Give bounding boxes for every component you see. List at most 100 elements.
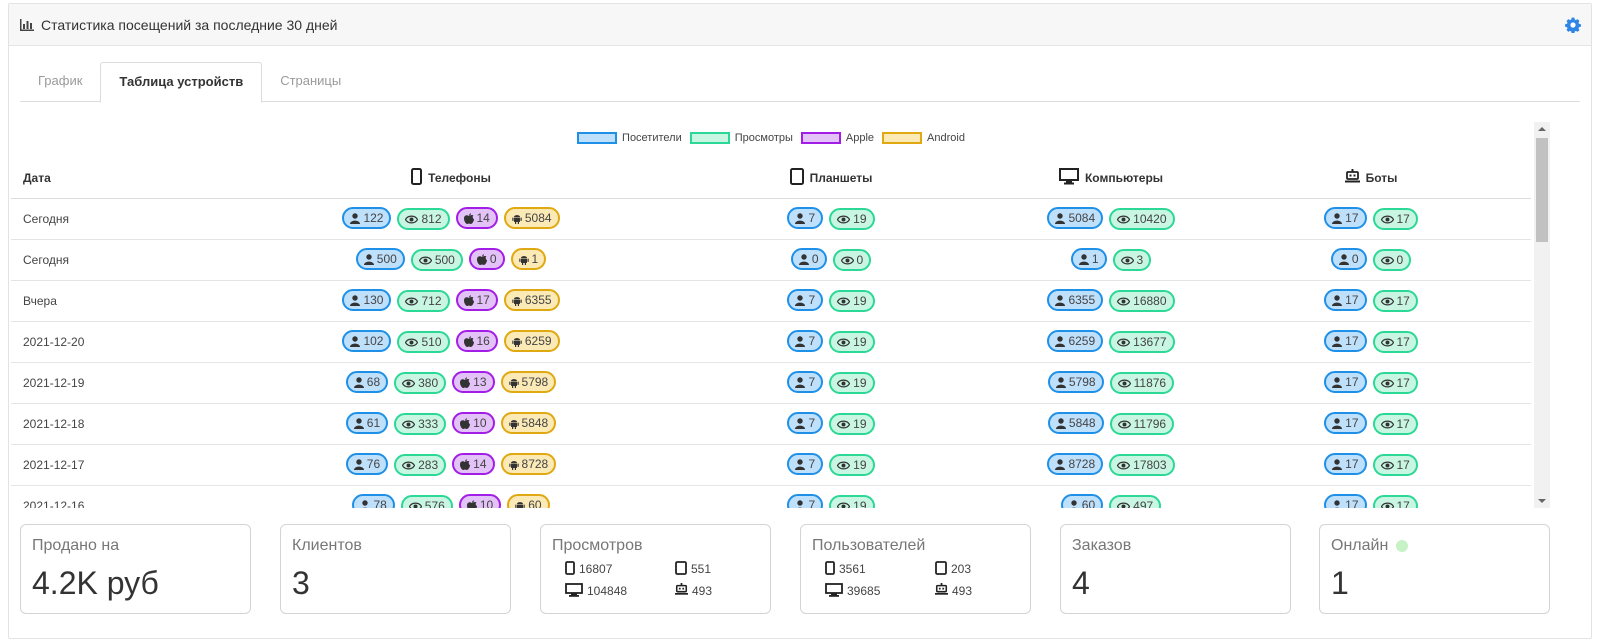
- android-icon: [512, 336, 522, 347]
- user-icon: [1332, 376, 1343, 388]
- badge-apple: 0: [468, 248, 505, 270]
- badge-value: 17: [1396, 417, 1410, 431]
- eye-icon: [837, 338, 851, 347]
- user-icon: [353, 458, 364, 470]
- badge-value: 17: [1345, 457, 1359, 471]
- eye-icon: [837, 502, 851, 508]
- android-icon: [508, 377, 519, 388]
- legend-item-views[interactable]: Просмотры: [689, 132, 793, 144]
- card-sold: Продано на 4.2K руб: [20, 524, 251, 614]
- table-row: 2021-12-20 102 510 16 6259 7 19 6259 13677 17 17: [11, 321, 1531, 363]
- gear-icon[interactable]: [1565, 17, 1581, 38]
- badge-value: 17: [1345, 211, 1359, 225]
- badge-value: 576: [424, 499, 445, 508]
- badge-views: 510: [397, 331, 450, 353]
- badge-views: 19: [829, 495, 875, 508]
- badge-views: 11796: [1109, 413, 1175, 435]
- badge-value: 17: [1345, 416, 1359, 430]
- eye-icon: [405, 215, 419, 224]
- badge-visitors: 7: [787, 330, 824, 352]
- badge-value: 130: [363, 293, 384, 307]
- badge-views: 3: [1112, 249, 1152, 271]
- card-value: 1: [1331, 565, 1349, 601]
- badge-visitors: 60: [1060, 494, 1104, 508]
- card-bots-value: 493: [692, 584, 713, 598]
- legend-item-android[interactable]: Android: [882, 132, 965, 144]
- user-icon: [1332, 417, 1343, 429]
- row-date: 2021-12-17: [11, 444, 251, 486]
- phone-icon: [565, 560, 575, 578]
- badge-visitors: 8728: [1047, 453, 1104, 475]
- badge-views: 712: [397, 290, 450, 312]
- user-icon: [353, 417, 364, 429]
- badge-value: 10: [479, 498, 494, 508]
- apple-icon: [466, 499, 477, 508]
- scroll-down-arrow-icon[interactable]: [1538, 499, 1546, 503]
- badge-android: 5848: [500, 412, 557, 434]
- badge-views: 19: [829, 290, 875, 312]
- cell-bots: 17 17: [1211, 280, 1531, 322]
- eye-icon: [1380, 420, 1394, 429]
- badge-views: 17: [1372, 331, 1418, 353]
- eye-icon: [1117, 420, 1131, 429]
- eye-icon: [402, 461, 416, 470]
- badge-value: 3: [1136, 253, 1144, 267]
- card-device-grid: 3561 203 39685 493: [825, 559, 1015, 601]
- user-icon: [350, 335, 361, 347]
- robot-icon: [1344, 168, 1360, 187]
- apple-icon: [463, 335, 474, 347]
- card-title-label: Онлайн: [1331, 537, 1389, 554]
- desktop-icon: [1058, 167, 1079, 188]
- badge-visitors: 17: [1324, 412, 1367, 434]
- badge-apple: 10: [458, 494, 502, 508]
- badge-value: 16880: [1133, 294, 1167, 308]
- cell-computers: 6355 16880: [1011, 280, 1211, 322]
- legend-item-visitors[interactable]: Посетители: [577, 132, 682, 144]
- eye-icon: [837, 420, 851, 429]
- badge-value: 14: [476, 211, 490, 225]
- badge-visitors: 102: [342, 330, 392, 352]
- badge-views: 812: [397, 208, 450, 230]
- badge-views: 283: [394, 454, 447, 476]
- col-header-bots: Боты: [1211, 158, 1531, 199]
- eye-icon: [405, 338, 419, 347]
- badge-android: 60: [507, 494, 550, 508]
- eye-icon: [402, 379, 416, 388]
- user-icon: [363, 253, 374, 265]
- legend-item-apple[interactable]: Apple: [800, 132, 875, 144]
- badge-value: 5084: [524, 211, 552, 225]
- tab-pages[interactable]: Страницы: [280, 73, 342, 88]
- badge-views: 17: [1372, 413, 1418, 435]
- badge-views: 19: [829, 413, 875, 435]
- badge-value: 17: [1396, 294, 1410, 308]
- badge-value: 5798: [1068, 375, 1096, 389]
- user-icon: [795, 417, 806, 429]
- legend-label: Apple: [845, 132, 875, 144]
- scroll-thumb[interactable]: [1536, 138, 1548, 242]
- eye-icon: [1380, 502, 1394, 508]
- user-icon: [350, 212, 361, 224]
- tab-chart[interactable]: График: [38, 73, 83, 88]
- badge-visitors: 6355: [1047, 289, 1104, 311]
- badge-value: 17: [476, 293, 490, 307]
- badge-views: 17803: [1109, 454, 1175, 476]
- tab-bar: График Таблица устройств Страницы: [20, 62, 1580, 103]
- tab-devices-table[interactable]: Таблица устройств: [100, 62, 263, 103]
- badge-value: 283: [418, 458, 439, 472]
- row-date: 2021-12-18: [11, 403, 251, 445]
- badge-value: 7: [808, 457, 816, 471]
- scroll-up-arrow-icon[interactable]: [1538, 127, 1546, 131]
- table-scrollbar[interactable]: [1534, 122, 1550, 508]
- user-icon: [798, 253, 809, 265]
- badge-android: 5084: [503, 207, 560, 229]
- table-row: Сегодня 122 812 14 5084 7 19 5084 10420 17 17: [11, 198, 1531, 240]
- user-icon: [1055, 458, 1066, 470]
- user-icon: [353, 376, 364, 388]
- badge-visitors: 78: [352, 494, 395, 508]
- col-header-phones-label: Телефоны: [428, 170, 491, 185]
- legend-label: Посетители: [622, 132, 682, 144]
- badge-value: 17: [1345, 375, 1359, 389]
- badge-views: 500: [410, 249, 463, 271]
- badge-value: 17: [1345, 498, 1359, 508]
